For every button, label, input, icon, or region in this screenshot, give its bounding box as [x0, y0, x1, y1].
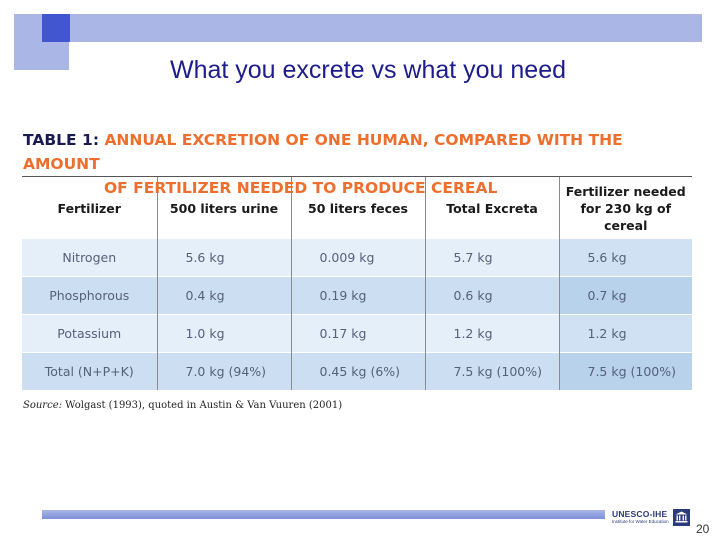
- unesco-temple-icon: [672, 508, 690, 526]
- table-heading-lead: TABLE 1:: [23, 131, 100, 149]
- slide-title: What you excrete vs what you need: [169, 56, 567, 84]
- table-row: Total (N+P+K) 7.0 kg (94%) 0.45 kg (6%) …: [22, 352, 692, 390]
- column-header: Fertilizer needed for 230 kg of cereal: [558, 177, 692, 239]
- page-number: 20: [696, 522, 710, 536]
- bottom-decoration-bar: [42, 510, 605, 519]
- table-cell: Nitrogen: [22, 239, 157, 277]
- table-cell: Phosphorous: [22, 276, 157, 315]
- table-cell: 1.2 kg: [558, 314, 692, 353]
- table-cell: Total (N+P+K): [22, 352, 157, 390]
- table-cell: 7.5 kg (100%): [558, 352, 692, 390]
- table-cell: 0.6 kg: [424, 276, 559, 315]
- table-cell: 5.7 kg: [424, 239, 559, 277]
- source-text: Wolgast (1993), quoted in Austin & Van V…: [65, 400, 343, 411]
- corner-decoration-accent: [42, 14, 70, 42]
- table-row: Phosphorous 0.4 kg 0.19 kg 0.6 kg 0.7 kg: [22, 276, 692, 315]
- table-top-rule: [22, 176, 692, 177]
- table-cell: 0.4 kg: [156, 276, 291, 315]
- table-heading-line1: ANNUAL EXCRETION OF ONE HUMAN, COMPARED …: [23, 131, 623, 173]
- table-cell: 0.19 kg: [290, 276, 425, 315]
- column-header: 50 liters feces: [290, 177, 425, 239]
- column-header: Total Excreta: [424, 177, 559, 239]
- table-cell: 7.0 kg (94%): [156, 352, 291, 390]
- logo-name: UNESCO-IHE: [612, 509, 668, 519]
- table-row: Nitrogen 5.6 kg 0.009 kg 5.7 kg 5.6 kg: [22, 239, 692, 277]
- source-label: Source:: [23, 400, 62, 411]
- table-cell: 1.2 kg: [424, 314, 559, 353]
- table-cell: Potassium: [22, 314, 157, 353]
- table-cell: 0.009 kg: [290, 239, 425, 277]
- unesco-ihe-logo: UNESCO-IHE Institute for Water Education: [612, 508, 690, 526]
- table-cell: 5.6 kg: [156, 239, 291, 277]
- table-cell: 0.45 kg (6%): [290, 352, 425, 390]
- excretion-table: Fertilizer 500 liters urine 50 liters fe…: [22, 177, 692, 390]
- table-cell: 1.0 kg: [156, 314, 291, 353]
- table-source-note: Source: Wolgast (1993), quoted in Austin…: [23, 400, 342, 411]
- table-row: Potassium 1.0 kg 0.17 kg 1.2 kg 1.2 kg: [22, 314, 692, 353]
- top-decoration-bar: [70, 14, 702, 42]
- column-header: Fertilizer: [57, 200, 121, 216]
- logo-subtitle: Institute for Water Education: [612, 518, 669, 524]
- table-header-row: Fertilizer 500 liters urine 50 liters fe…: [22, 177, 692, 239]
- table-cell: 0.17 kg: [290, 314, 425, 353]
- column-header: 500 liters urine: [156, 177, 291, 239]
- table-cell: 0.7 kg: [558, 276, 692, 315]
- table-cell: 5.6 kg: [558, 239, 692, 277]
- table-cell: 7.5 kg (100%): [424, 352, 559, 390]
